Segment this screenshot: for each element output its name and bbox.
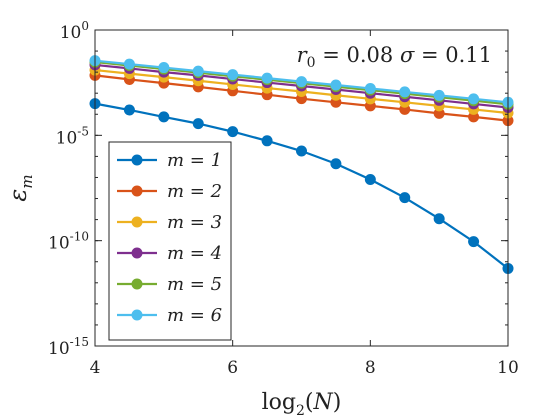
legend-marker xyxy=(131,309,143,321)
parameter-annotation: r0 = 0.08 σ = 0.11 xyxy=(297,43,492,71)
legend-marker xyxy=(131,278,143,290)
data-point xyxy=(399,192,411,204)
plot-frame xyxy=(94,29,509,347)
legend-label: m = 2 xyxy=(167,181,222,202)
y-tick-label: 100 xyxy=(60,19,89,43)
y-tick-label: 10-15 xyxy=(48,335,89,359)
series-3 xyxy=(89,64,514,119)
x-axis-label: log2(N) xyxy=(262,390,342,419)
legend-marker xyxy=(131,216,143,228)
legend-marker xyxy=(131,247,143,259)
legend-label: m = 5 xyxy=(167,274,222,295)
series-1 xyxy=(89,98,514,274)
data-point xyxy=(296,76,307,88)
x-tick-label: 6 xyxy=(227,358,238,378)
data-point xyxy=(192,118,204,130)
data-point xyxy=(158,111,170,123)
series-6 xyxy=(89,55,514,108)
data-point xyxy=(227,126,239,138)
legend-label: m = 6 xyxy=(167,305,222,326)
x-tick-label: 4 xyxy=(90,358,101,378)
axes-layer xyxy=(94,29,509,347)
labels-layer: 4 6 8 10 100 10-5 10-10 10-15 log2(N) εm r0 = 0.08… xyxy=(4,19,519,419)
legend-entry-5: m = 5 xyxy=(117,274,222,295)
data-point xyxy=(468,93,480,105)
data-point xyxy=(261,72,273,84)
data-point xyxy=(364,174,376,186)
legend-marker xyxy=(131,154,143,166)
x-tick-label: 10 xyxy=(497,358,519,378)
data-point xyxy=(123,58,135,70)
legend-entry-6: m = 6 xyxy=(117,305,222,326)
data-point xyxy=(468,236,480,248)
legend-label: m = 1 xyxy=(167,150,222,171)
data-point xyxy=(433,213,445,225)
y-tick-label: 10-10 xyxy=(48,230,89,254)
data-point xyxy=(227,69,239,81)
legend-entry-1: m = 1 xyxy=(117,150,222,171)
data-point xyxy=(296,145,307,157)
legend-entry-4: m = 4 xyxy=(117,243,222,264)
data-point xyxy=(330,158,342,170)
data-point xyxy=(399,86,411,98)
legend-label: m = 3 xyxy=(167,212,222,233)
data-point xyxy=(433,89,445,101)
legend-label: m = 4 xyxy=(167,243,222,264)
legend-entry-3: m = 3 xyxy=(117,212,222,233)
legend-marker xyxy=(131,185,143,197)
data-point xyxy=(123,104,135,116)
legend-entry-2: m = 2 xyxy=(117,181,222,202)
data-point xyxy=(364,82,376,94)
data-point xyxy=(158,62,170,74)
data-point xyxy=(192,65,204,77)
x-tick-label: 8 xyxy=(365,358,376,378)
legend: m = 1 m = 2 m = 3 m = 4 m = 5 m = 6 xyxy=(108,141,232,341)
y-tick-label: 10-5 xyxy=(56,124,89,148)
series-layer xyxy=(89,55,514,274)
data-point xyxy=(261,135,273,147)
legend-box xyxy=(108,141,232,341)
data-point xyxy=(330,79,342,91)
y-axis-label: εm xyxy=(4,174,36,201)
